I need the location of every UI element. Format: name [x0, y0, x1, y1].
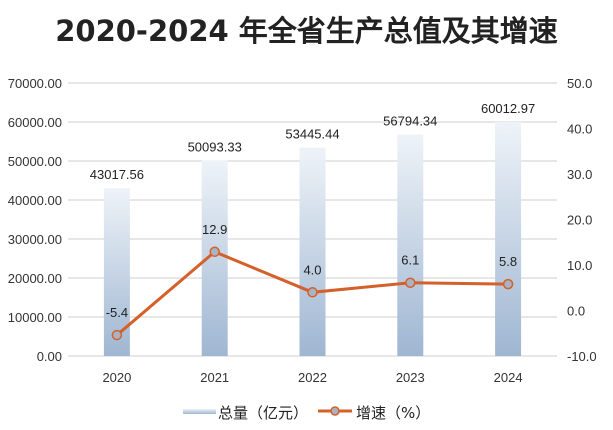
growth-data-label: 5.8	[499, 254, 517, 269]
right-tick-label: 20.0	[567, 213, 592, 228]
growth-point	[405, 277, 416, 288]
left-tick-label: 60000.00	[8, 115, 62, 130]
left-tick-label: 20000.00	[8, 271, 62, 286]
left-tick-label: 0.00	[37, 349, 62, 364]
legend-bar-swatch	[183, 409, 216, 414]
growth-point	[111, 329, 123, 341]
legend-line-marker	[330, 406, 340, 416]
growth-point	[209, 246, 220, 258]
x-tick-label: 2022	[298, 370, 327, 385]
growth-data-label: -5.4	[106, 305, 128, 320]
left-tick-label: 40000.00	[8, 193, 62, 208]
bar-data-label: 53445.44	[285, 127, 339, 142]
x-tick-label: 2020	[102, 370, 131, 385]
growth-data-label: 4.0	[303, 262, 321, 277]
left-tick-label: 10000.00	[8, 310, 62, 325]
bar-data-label: 50093.33	[188, 140, 242, 155]
legend: 总量（亿元） 增速（%）	[183, 404, 430, 422]
left-tick-label: 50000.00	[8, 154, 62, 169]
right-tick-label: 30.0	[567, 167, 592, 182]
legend-line-label: 增速（%）	[356, 404, 430, 422]
growth-point	[307, 287, 318, 298]
right-tick-label: 10.0	[567, 258, 592, 273]
right-tick-label: -10.0	[567, 349, 597, 364]
right-tick-label: 50.0	[567, 76, 592, 91]
left-tick-label: 70000.00	[8, 76, 62, 91]
bar	[299, 147, 326, 356]
right-tick-label: 40.0	[567, 122, 592, 137]
right-tick-label: 0.0	[567, 304, 585, 319]
x-tick-label: 2023	[396, 370, 425, 385]
x-tick-label: 2024	[494, 370, 523, 385]
growth-data-label: 6.1	[401, 253, 419, 268]
left-tick-label: 30000.00	[8, 232, 62, 247]
bar-data-label: 43017.56	[90, 167, 144, 182]
x-tick-label: 2021	[200, 370, 229, 385]
bar-data-label: 56794.34	[383, 114, 437, 129]
chart-title: 2020-2024 年全省生产总值及其增速	[55, 14, 558, 48]
bar	[495, 121, 522, 356]
growth-data-label: 12.9	[202, 222, 227, 237]
bar	[397, 134, 424, 356]
bar-data-label: 60012.97	[481, 101, 535, 116]
growth-point	[502, 278, 514, 290]
legend-bar-label: 总量（亿元）	[218, 404, 308, 422]
